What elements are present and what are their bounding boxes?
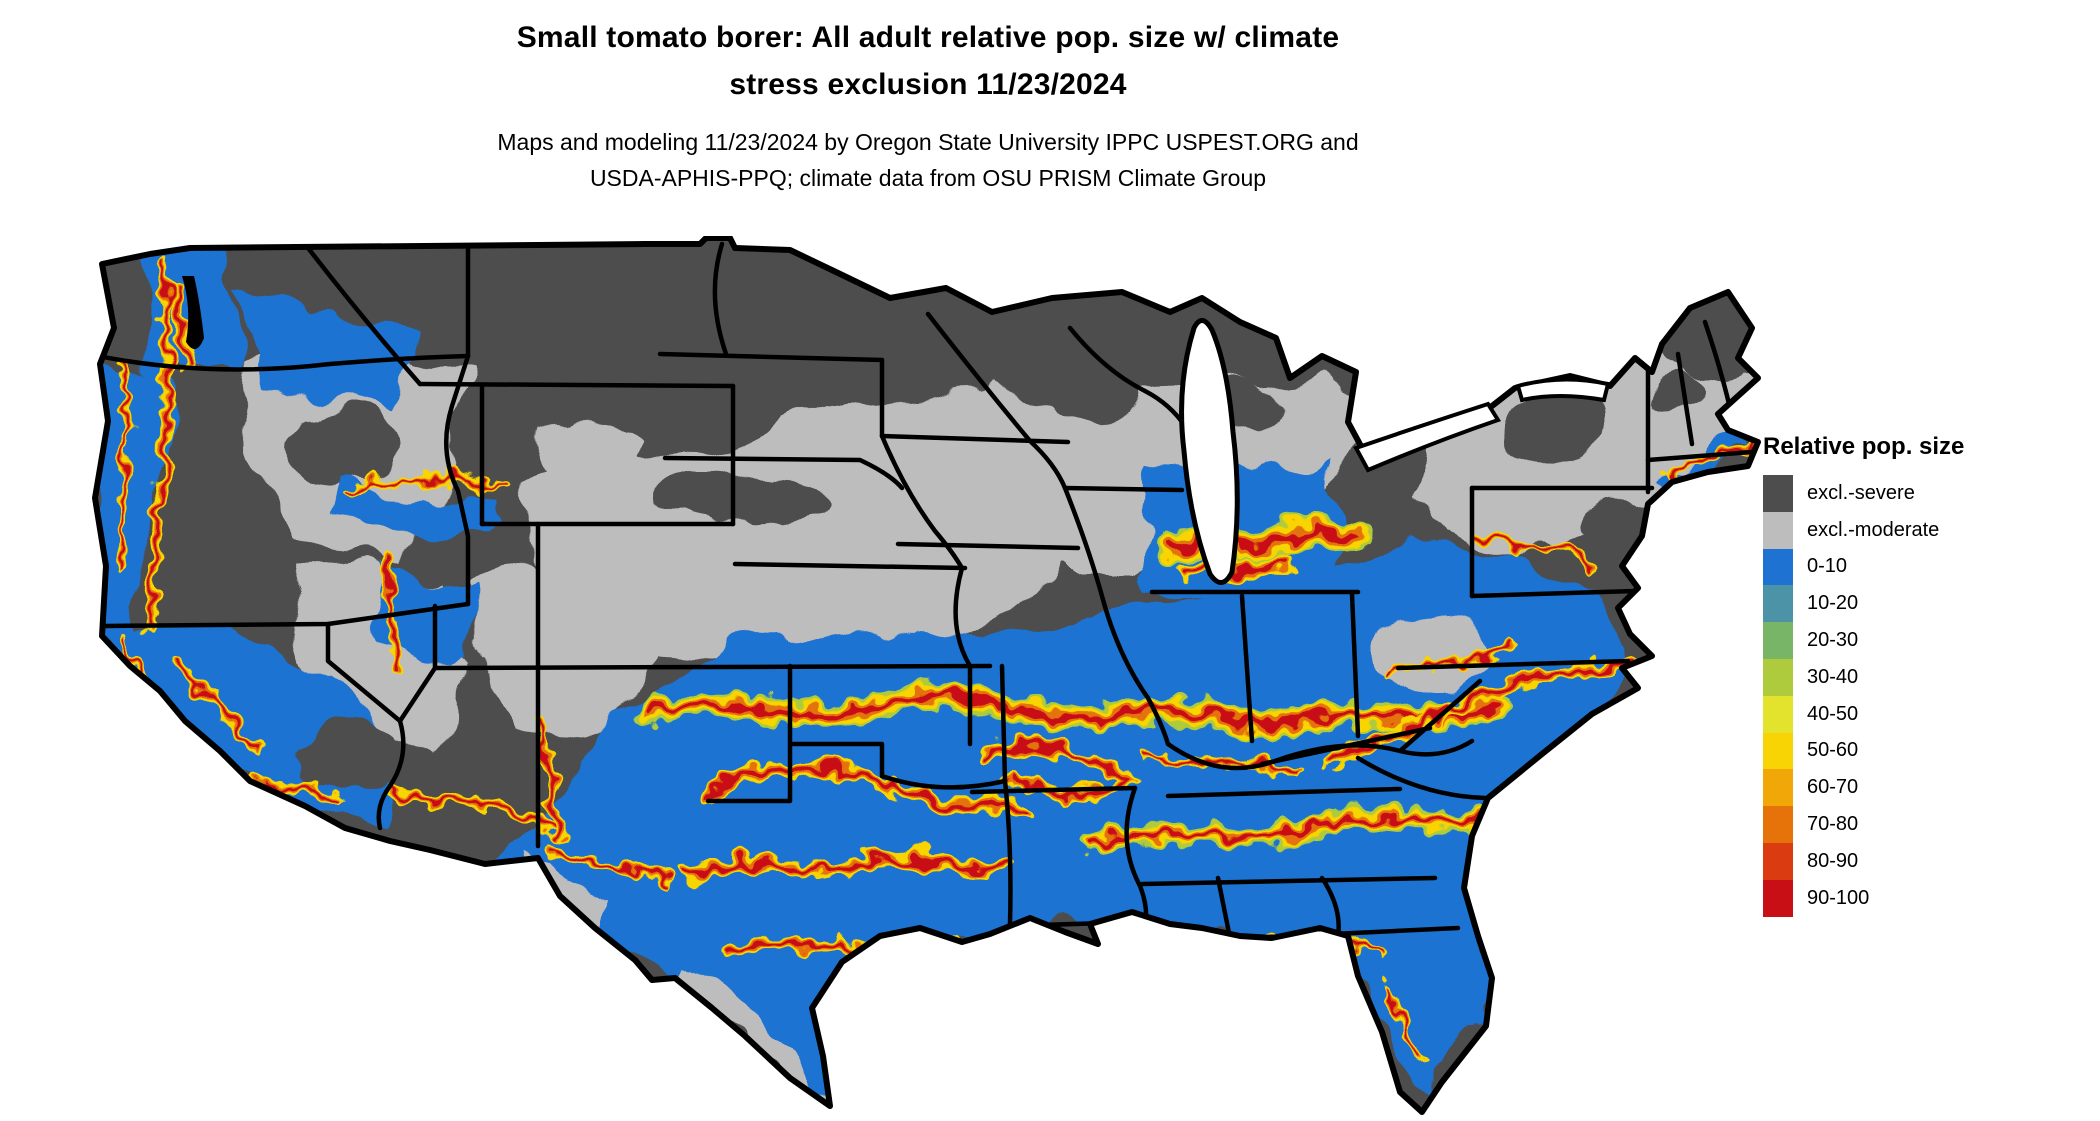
- legend-entry-label: 40-50: [1807, 702, 1859, 725]
- legend-entry-label: excl.-moderate: [1807, 518, 1940, 541]
- legend-rows: excl.-severe excl.-moderate 0-10 10-20 20-30…: [1763, 475, 2093, 917]
- zone-blue-willamette-oregon-coast: [96, 364, 172, 636]
- zone-dark-catskills: [1580, 498, 1632, 538]
- legend-swatch-b90_100: [1763, 879, 1793, 917]
- legend-entry-b30_40: 30-40: [1763, 658, 2093, 696]
- map-title: Small tomato borer: All adult relative p…: [0, 14, 1856, 108]
- legend: Relative pop. size excl.-severe excl.-mod…: [1763, 433, 2093, 917]
- lake-erie: [1353, 401, 1502, 473]
- legend-entry-excl_severe: excl.-severe: [1763, 475, 2093, 512]
- zone-moderate-wyoming: [530, 416, 650, 496]
- legend-swatch-b60_70: [1763, 769, 1793, 807]
- legend-entry-label: 20-30: [1807, 629, 1859, 652]
- zone-dark-nebraska-sandhills: [665, 472, 825, 524]
- map-title-line1: Small tomato borer: All adult relative p…: [516, 21, 1340, 54]
- legend-swatch-b30_40: [1763, 658, 1793, 696]
- legend-entry-label: 50-60: [1807, 739, 1859, 762]
- map-attribution-line2: USDA-APHIS-PPQ; climate data from OSU PR…: [589, 165, 1267, 191]
- map-title-line2: stress exclusion 11/23/2024: [729, 68, 1127, 101]
- map-raster-layers: [95, 238, 1758, 1112]
- legend-entry-b10_20: 10-20: [1763, 585, 2093, 623]
- map-attribution: Maps and modeling 11/23/2024 by Oregon S…: [0, 124, 1856, 196]
- legend-swatch-b70_80: [1763, 806, 1793, 843]
- legend-swatch-excl_moderate: [1763, 511, 1793, 549]
- zone-blue-columbia-basin: [240, 298, 420, 414]
- legend-entry-b40_50: 40-50: [1763, 695, 2093, 733]
- legend-entry-b50_60: 50-60: [1763, 732, 2093, 770]
- legend-entry-b60_70: 60-70: [1763, 769, 2093, 807]
- zone-dark-wisconsin: [1047, 350, 1143, 422]
- lake-ontario: [1515, 377, 1611, 403]
- legend-entry-b90_100: 90-100: [1763, 879, 2093, 917]
- legend-entry-b0_10: 0-10: [1763, 548, 2093, 586]
- legend-swatch-b20_30: [1763, 622, 1793, 659]
- puget-sound: [182, 276, 204, 350]
- zone-dark-south-dakota: [645, 388, 785, 448]
- legend-swatch-b10_20: [1763, 585, 1793, 623]
- legend-entry-b20_30: 20-30: [1763, 622, 2093, 659]
- legend-entry-label: 60-70: [1807, 776, 1859, 799]
- legend-entry-label: 30-40: [1807, 665, 1859, 688]
- zone-moderate-west-virginia: [1380, 609, 1490, 693]
- legend-title: Relative pop. size: [1763, 433, 1965, 460]
- legend-entry-excl_moderate: excl.-moderate: [1763, 511, 2093, 549]
- us-map: [90, 236, 1770, 1116]
- zone-moderate-colorado-plateau: [470, 566, 650, 736]
- zone-fills: [96, 251, 1758, 1112]
- zone-blue-southeast: [490, 538, 1630, 1106]
- legend-entry-label: 80-90: [1807, 849, 1859, 872]
- map-attribution-line1: Maps and modeling 11/23/2024 by Oregon S…: [497, 129, 1359, 155]
- legend-entry-label: 10-20: [1807, 592, 1859, 615]
- legend-swatch-b50_60: [1763, 732, 1793, 770]
- legend-entry-label: excl.-severe: [1807, 481, 1915, 504]
- legend-entry-label: 90-100: [1807, 886, 1870, 909]
- legend-swatch-b80_90: [1763, 842, 1793, 880]
- legend-entry-label: 0-10: [1807, 555, 1848, 578]
- zone-moderate-plains-band: [520, 376, 1360, 666]
- us-map-svg: [90, 236, 1770, 1116]
- legend-swatch-b0_10: [1763, 548, 1793, 586]
- legend-entry-b80_90: 80-90: [1763, 842, 2093, 880]
- zone-dark-east-oregon-interior: [285, 410, 395, 486]
- legend-entry-b70_80: 70-80: [1763, 806, 2093, 843]
- zone-dark-adirondacks: [1506, 392, 1610, 464]
- legend-swatch-b40_50: [1763, 695, 1793, 733]
- zone-dark-mojave: [293, 730, 397, 786]
- legend-swatch-excl_severe: [1763, 475, 1793, 512]
- zone-blue-snake-river-plain: [333, 481, 504, 531]
- lake-michigan: [1179, 318, 1240, 585]
- legend-entry-label: 70-80: [1807, 813, 1859, 836]
